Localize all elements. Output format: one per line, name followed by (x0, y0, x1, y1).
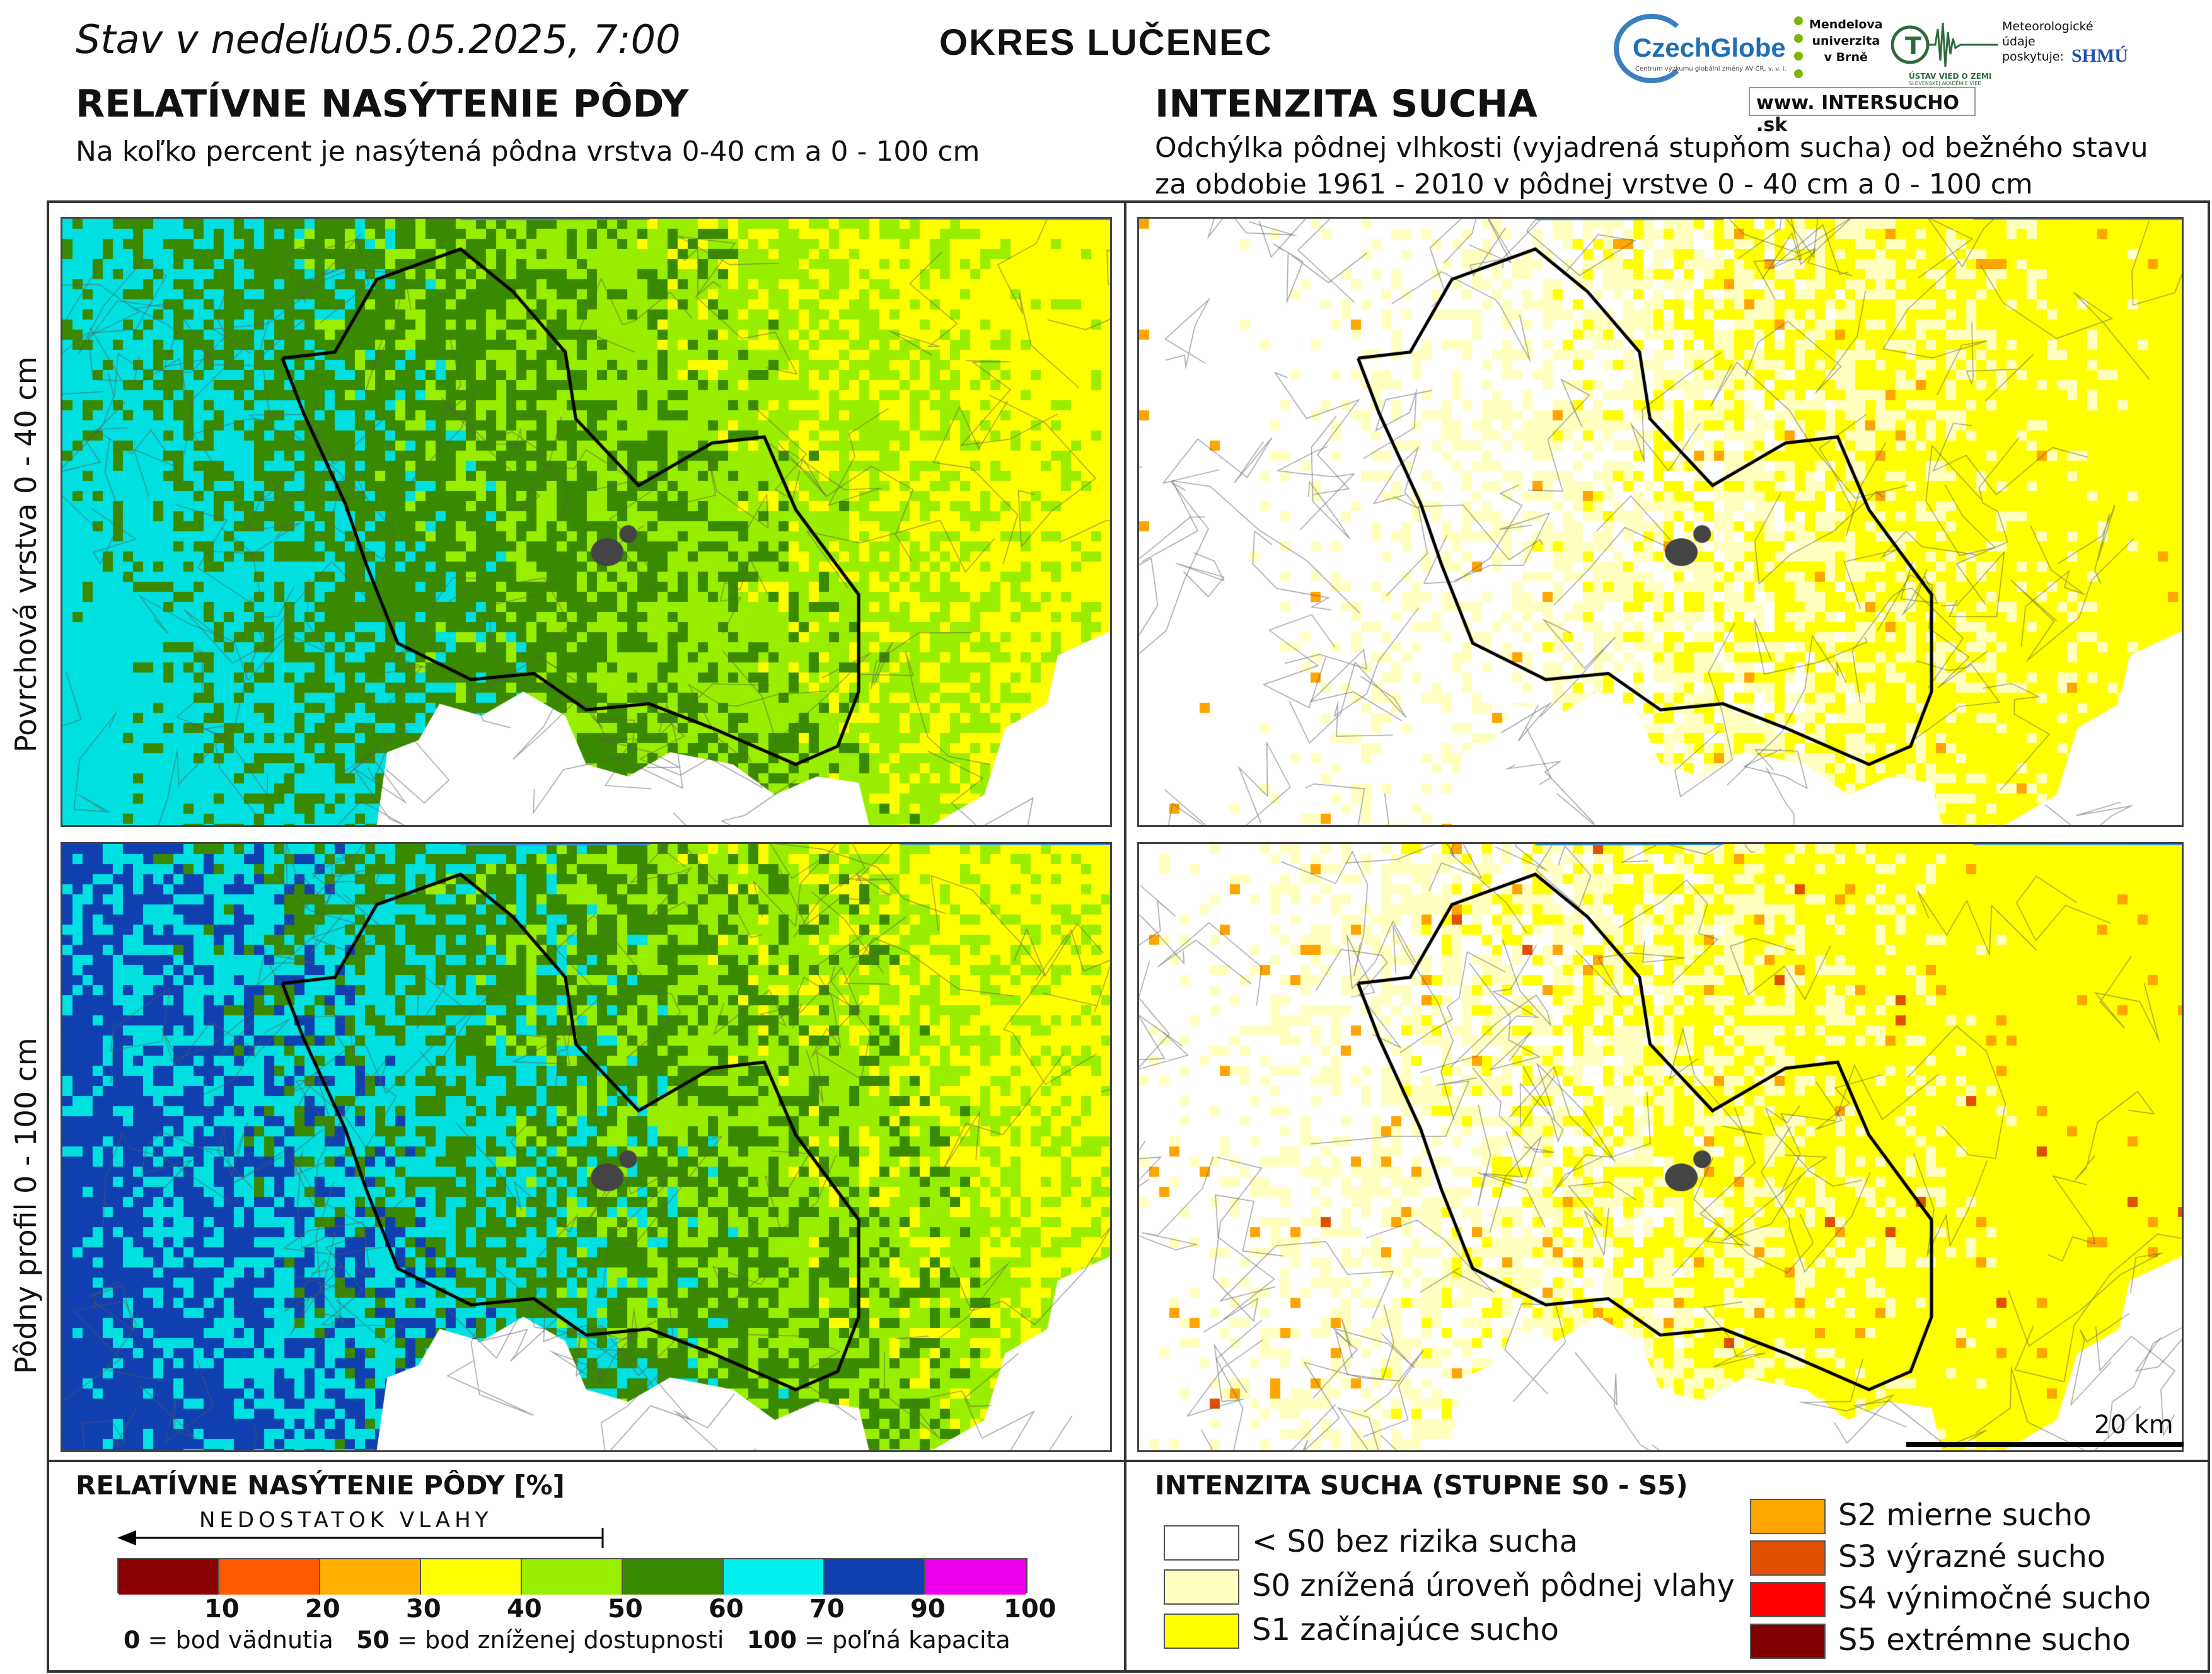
uvz-subtext: SLOVENSKEJ AKADÉMIE VIED (1909, 81, 1982, 86)
legend-item-label: S4 výnimočné sucho (1838, 1581, 2151, 1616)
deficit-label: NEDOSTATOK VLAHY (199, 1508, 493, 1533)
map-raster (62, 219, 1110, 825)
shmu-logo: Meteorologické údaje poskytuje: SHMÚ (2002, 19, 2128, 88)
mendel-line-1: Mendelova (1809, 18, 1883, 32)
map-drought-0-100 (1137, 842, 2184, 1452)
panel-divider-vertical (1124, 200, 1126, 1673)
colorbar-segment (119, 1559, 219, 1595)
colorbar-tick-label: 30 (406, 1595, 441, 1624)
scale-bar (1906, 1442, 2184, 1447)
intersucho-logo: www. INTERSUCHO .sk (1749, 87, 1976, 136)
colorbar-tick-label: 100 (1004, 1595, 1057, 1624)
colorbar-segment (825, 1559, 925, 1595)
colorbar-segment (219, 1559, 320, 1595)
legend-swatch (1750, 1624, 1826, 1659)
legend-swatch (1750, 1499, 1826, 1534)
colorbar-segment (724, 1559, 825, 1595)
legend-divider (47, 1460, 2210, 1462)
colorbar-tick-label: 10 (204, 1595, 240, 1624)
czechglobe-text: CzechGlobe (1633, 33, 1786, 62)
legend-item-label: < S0 bez rizika sucha (1252, 1524, 1578, 1559)
colorbar-segment (320, 1559, 421, 1595)
legend-drought-title: INTENZITA SUCHA (STUPNE S0 - S5) (1155, 1470, 1688, 1501)
note-0-value: 0 (124, 1626, 141, 1654)
mendel-line-2: univerzita (1812, 34, 1880, 48)
legend-swatch (1750, 1540, 1826, 1576)
colorbar-tick-label: 70 (809, 1595, 845, 1624)
row-label-top: Povrchová vrstva 0 - 40 cm (9, 356, 43, 753)
note-50-text: = bod zníženej dostupnosti (397, 1626, 724, 1654)
czechglobe-subtext: Centrum výzkumu globální změny AV ČR, v.… (1635, 66, 1786, 72)
right-panel-title: INTENZITA SUCHA (1155, 82, 1537, 126)
note-100-value: 100 (746, 1626, 797, 1654)
note-100-text: = poľná kapacita (804, 1626, 1010, 1654)
left-panel-title: RELATÍVNE NASÝTENIE PÔDY (76, 82, 689, 126)
legend-item-label: S0 znížená úroveň pôdnej vlahy (1252, 1568, 1735, 1603)
legend-swatch (1164, 1569, 1239, 1605)
colorbar-segment (421, 1559, 522, 1595)
legend-swatch (1164, 1613, 1239, 1649)
date-line: Stav v nedeľu05.05.2025, 7:00 (76, 16, 681, 62)
deficit-arrow (117, 1525, 604, 1550)
left-panel-subtitle: Na koľko percent je nasýtená pôdna vrstv… (76, 136, 980, 168)
legend-swatch (1164, 1525, 1239, 1561)
colorbar-tick-label: 20 (305, 1595, 340, 1624)
svg-text:T: T (1905, 32, 1921, 60)
shmu-text: SHMÚ (2071, 45, 2128, 66)
mendel-line-3: v Brně (1824, 50, 1868, 64)
map-raster (1139, 844, 2182, 1450)
mendel-logo: Mendelova univerzita v Brně (1794, 16, 1889, 86)
colorbar-segment (925, 1559, 1026, 1595)
legend-item-label: S3 výrazné sucho (1838, 1539, 2106, 1574)
map-raster (1139, 219, 2182, 825)
seismograph-icon: T (1891, 22, 1998, 67)
shmu-label-3: poskytuje: (2002, 50, 2064, 64)
legend-saturation-title: RELATÍVNE NASÝTENIE PÔDY [%] (76, 1470, 565, 1501)
right-panel-subtitle-1: Odchýlka pôdnej vlhkosti (vyjadrená stup… (1155, 132, 2148, 164)
saturation-notes: 0 = bod vädnutia 50 = bod zníženej dostu… (124, 1626, 1010, 1654)
saturation-colorbar (117, 1558, 1028, 1595)
colorbar-tick-label: 60 (709, 1595, 744, 1624)
colorbar-tick-label: 90 (910, 1595, 946, 1624)
colorbar-segment (522, 1559, 623, 1595)
colorbar-ticks: 10 20 30 40 50 60 70 90 100 (117, 1592, 1057, 1624)
colorbar-segment (623, 1559, 724, 1595)
map-raster (62, 844, 1110, 1450)
colorbar-tick-label: 50 (608, 1595, 643, 1624)
czechglobe-logo: CzechGlobe Centrum výzkumu globální změn… (1614, 14, 1803, 83)
map-drought-0-40 (1137, 217, 2184, 827)
region-title: OKRES LUČENEC (939, 22, 1273, 63)
map-saturation-0-40 (61, 217, 1112, 827)
legend-item-label: S2 mierne sucho (1838, 1498, 2092, 1533)
intersucho-text: www. INTERSUCHO .sk (1756, 92, 1959, 136)
legend-swatch (1750, 1582, 1826, 1617)
right-panel-subtitle-2: za obdobie 1961 - 2010 v pôdnej vrstve 0… (1155, 168, 2033, 200)
legend-item-label: S1 začínajúce sucho (1252, 1612, 1559, 1648)
arrow-left-icon (117, 1528, 604, 1548)
row-label-bottom: Pôdny profil 0 - 100 cm (9, 1037, 43, 1374)
map-saturation-0-100 (61, 842, 1112, 1452)
colorbar-tick-label: 40 (507, 1595, 542, 1624)
note-50-value: 50 (356, 1626, 390, 1654)
shmu-label-2: údaje (2002, 35, 2035, 49)
legend-item-label: S5 extrémne sucho (1838, 1622, 2131, 1658)
shmu-label-1: Meteorologické (2002, 20, 2093, 33)
scale-bar-label: 20 km (2094, 1411, 2174, 1440)
uvz-logo: T ÚSTAV VIED O ZEMI SLOVENSKEJ AKADÉMIE … (1891, 16, 1998, 86)
note-0-text: = bod vädnutia (148, 1626, 333, 1654)
uvz-text: ÚSTAV VIED O ZEMI (1909, 72, 1992, 81)
